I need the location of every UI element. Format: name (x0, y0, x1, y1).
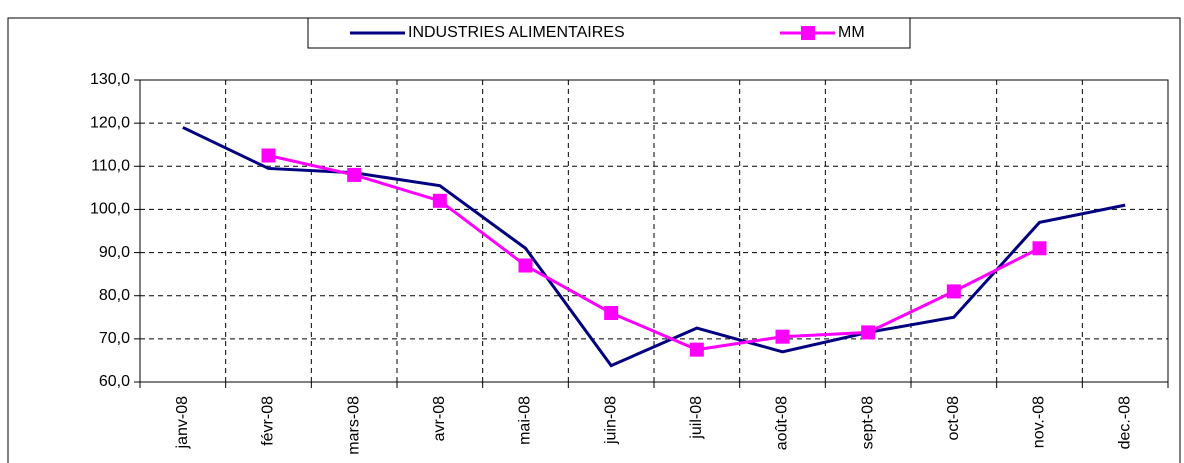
legend-label: INDUSTRIES ALIMENTAIRES (408, 24, 625, 41)
marker (775, 329, 790, 344)
x-tick-label: juin-08 (602, 396, 619, 445)
marker (1032, 241, 1047, 256)
x-tick-label: janv-08 (174, 396, 191, 450)
marker (261, 148, 276, 163)
marker (861, 325, 876, 340)
marker (604, 305, 619, 320)
y-tick-label: 80,0 (99, 287, 130, 304)
y-tick-label: 90,0 (99, 244, 130, 261)
y-tick-label: 120,0 (90, 114, 130, 131)
marker (518, 258, 533, 273)
x-tick-label: sept-08 (859, 396, 876, 449)
x-tick-label: août-08 (774, 396, 791, 450)
x-tick-label: juil-08 (688, 396, 705, 440)
x-tick-label: dec.-08 (1116, 396, 1133, 449)
x-tick-label: avr-08 (431, 396, 448, 441)
y-tick-label: 100,0 (90, 201, 130, 218)
y-tick-label: 130,0 (90, 71, 130, 88)
legend-label: MM (838, 24, 865, 41)
y-tick-label: 110,0 (91, 158, 130, 175)
x-tick-label: oct-08 (945, 396, 962, 441)
x-tick-label: mars-08 (345, 396, 362, 455)
marker (689, 342, 704, 357)
x-tick-label: févr-08 (260, 396, 277, 446)
marker (946, 284, 961, 299)
y-tick-label: 60,0 (99, 373, 130, 390)
y-tick-label: 70,0 (99, 330, 130, 347)
x-tick-label: mai-08 (517, 396, 534, 445)
x-tick-label: nov.-08 (1031, 396, 1048, 448)
marker (347, 167, 362, 182)
marker (432, 193, 447, 208)
legend-marker (801, 26, 815, 40)
series-line (268, 154, 1041, 352)
